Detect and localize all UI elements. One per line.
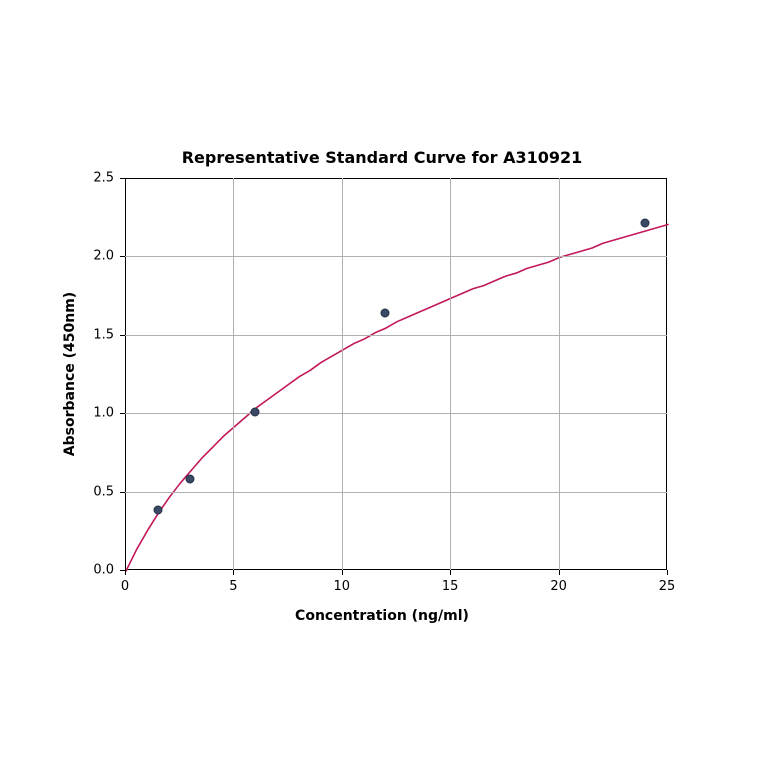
fitted-curve-svg [126,179,668,571]
data-point-marker [641,219,650,228]
x-tick-label: 0 [121,579,129,594]
y-tick-mark [120,335,125,336]
grid-line-horizontal [125,256,667,257]
plot-area [125,178,667,570]
data-point-marker [251,407,260,416]
y-tick-mark [120,413,125,414]
x-tick-label: 20 [550,579,567,594]
x-tick-mark [342,570,343,575]
y-tick-mark [120,256,125,257]
grid-line-horizontal [125,413,667,414]
data-point-marker [153,506,162,515]
fitted-curve [126,224,668,571]
x-tick-mark [559,570,560,575]
y-tick-label: 0.5 [80,484,114,499]
chart-title: Representative Standard Curve for A31092… [0,148,764,167]
y-axis-label: Absorbance (450nm) [62,178,78,570]
grid-line-horizontal [125,335,667,336]
y-tick-mark [120,570,125,571]
x-tick-mark [450,570,451,575]
grid-line-vertical [559,178,560,570]
y-tick-label: 2.5 [80,171,114,186]
x-tick-mark [125,570,126,575]
y-tick-label: 1.5 [80,327,114,342]
x-tick-mark [667,570,668,575]
x-tick-label: 15 [442,579,459,594]
x-tick-label: 10 [334,579,351,594]
grid-line-vertical [450,178,451,570]
grid-line-vertical [342,178,343,570]
y-tick-label: 1.0 [80,406,114,421]
grid-line-vertical [233,178,234,570]
y-tick-label: 2.0 [80,249,114,264]
y-tick-label: 0.0 [80,563,114,578]
x-axis-label: Concentration (ng/ml) [0,608,764,624]
y-tick-mark [120,492,125,493]
grid-line-horizontal [125,492,667,493]
x-tick-mark [233,570,234,575]
data-point-marker [381,308,390,317]
x-tick-label: 5 [229,579,237,594]
x-tick-label: 25 [659,579,676,594]
chart-canvas: Representative Standard Curve for A31092… [0,0,764,764]
y-tick-mark [120,178,125,179]
data-point-marker [186,475,195,484]
